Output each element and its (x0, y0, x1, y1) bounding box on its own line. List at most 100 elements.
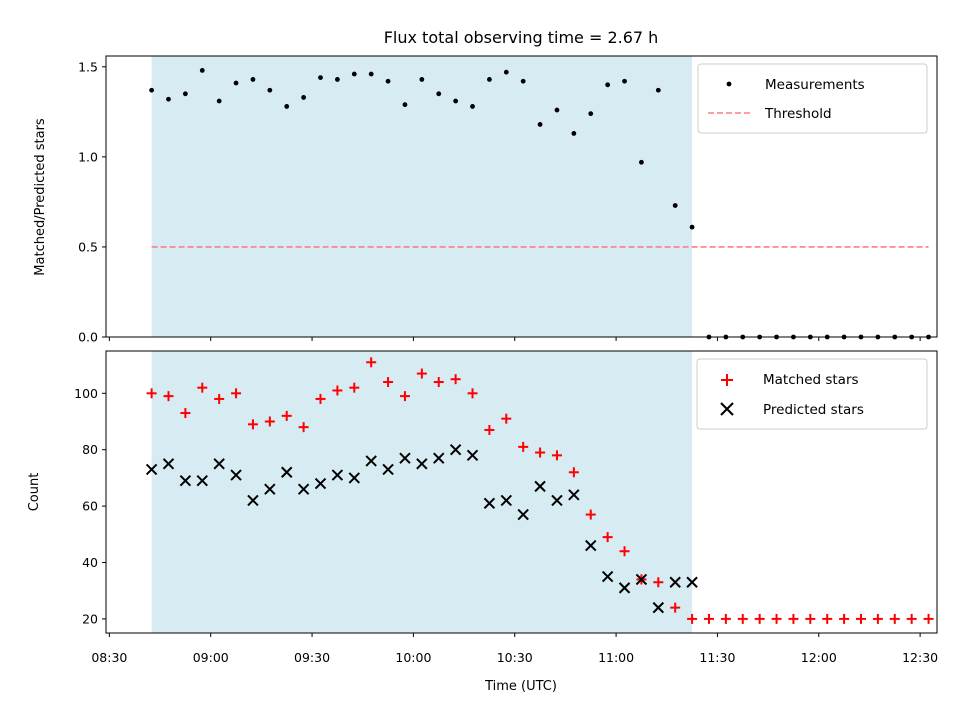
predicted-star-point (551, 494, 563, 507)
matched-star-point (247, 419, 258, 430)
measurement-point (267, 87, 273, 93)
measurement-point (639, 159, 644, 165)
matched-star-point (551, 450, 562, 461)
matched-star-point (703, 613, 714, 624)
x-tick-label: 10:00 (395, 650, 431, 665)
measurement-point (318, 75, 323, 81)
predicted-star-point (247, 494, 259, 507)
predicted-star-point (314, 477, 327, 490)
predicted-star-point (669, 576, 681, 588)
matched-star-point (298, 422, 309, 433)
predicted-stars-series (145, 443, 698, 614)
measurement-point (334, 77, 340, 82)
predicted-star-point (652, 601, 665, 614)
matched-star-point (450, 374, 461, 385)
matched-star-point (433, 377, 444, 388)
measurement-point (182, 91, 188, 97)
measurement-point (385, 78, 391, 84)
bottom-x-ticks: 08:30 09:00 09:30 10:00 10:30 11:00 11:30 12:00… (91, 633, 938, 665)
top-y-axis-label: Matched/Predicted stars (33, 118, 48, 276)
measurement-point (622, 78, 627, 84)
measurement-point (689, 224, 695, 230)
predicted-star-point (331, 469, 344, 481)
bottom-legend: Matched stars Predicted stars (696, 358, 928, 430)
measurement-point (419, 77, 425, 82)
measurement-point (149, 87, 155, 93)
matched-star-point (281, 410, 292, 421)
measurement-point (301, 95, 307, 100)
matched-star-point (889, 613, 900, 624)
predicted-star-point (466, 449, 479, 462)
matched-star-point (535, 447, 546, 458)
matched-star-point (315, 393, 326, 404)
matched-star-point (332, 385, 343, 396)
predicted-star-point (162, 458, 175, 470)
measurement-point (199, 68, 205, 73)
measurement-point (351, 71, 357, 77)
predicted-star-point (264, 483, 276, 495)
x-tick-label: 12:30 (902, 650, 938, 665)
predicted-star-point (686, 576, 698, 588)
top-panel: 0.0 0.5 1.0 1.5 Matched/Predicted stars Mea… (33, 55, 938, 345)
matched-star-point (906, 613, 917, 624)
x-tick-label: 11:00 (598, 650, 634, 665)
bottom-axes-frame (105, 350, 938, 634)
matched-star-point (163, 391, 174, 402)
matched-star-point (399, 391, 410, 402)
bottom-panel: 20 40 60 80 100 08:30 09:00 09:30 10:00 10:30 11:… (27, 350, 938, 694)
measurement-point (520, 78, 526, 84)
predicted-star-point (365, 455, 377, 467)
bottom-y-axis-label: Count (27, 473, 42, 512)
predicted-star-point (449, 443, 462, 456)
predicted-star-point (635, 573, 648, 586)
predicted-star-point (382, 463, 394, 476)
matched-star-point (754, 613, 765, 624)
measurement-point (453, 98, 459, 104)
matched-star-point (467, 388, 478, 399)
bottom-observing-interval-shade (151, 351, 693, 633)
matched-star-point (771, 613, 782, 624)
top-legend-box (697, 63, 928, 134)
measurement-point (233, 80, 239, 86)
top-observing-interval-shade (151, 56, 693, 337)
matched-star-point (146, 388, 157, 399)
measurement-point (554, 107, 560, 113)
predicted-star-point (297, 483, 310, 495)
matched-star-point (670, 602, 681, 613)
measurement-point (284, 104, 290, 109)
predicted-star-point (500, 494, 513, 507)
measurement-point (166, 96, 171, 102)
top-y-tick-label: 1.0 (78, 149, 98, 164)
matched-star-point (518, 441, 529, 452)
predicted-stars-legend-marker (720, 402, 734, 416)
predicted-stars-legend-label: Predicted stars (763, 402, 864, 418)
matched-star-point (737, 613, 748, 624)
x-tick-label: 09:00 (193, 650, 229, 665)
predicted-star-point (213, 458, 225, 470)
bottom-legend-box (696, 358, 928, 430)
matched-star-point (416, 368, 427, 379)
matched-star-point (484, 424, 495, 435)
predicted-star-point (281, 466, 293, 478)
top-y-ticks: 0.0 0.5 1.0 1.5 (78, 59, 106, 345)
matched-star-point (687, 613, 698, 624)
measurement-point (672, 203, 678, 208)
matched-stars-legend-marker (721, 374, 733, 386)
matched-star-point (214, 393, 225, 404)
predicted-star-point (196, 475, 208, 487)
predicted-star-point (517, 508, 529, 521)
bot-y-tick-label: 40 (82, 555, 98, 570)
matched-star-point (180, 408, 191, 419)
matched-star-point (501, 413, 512, 424)
chart-title: Flux total observing time = 2.67 h (384, 28, 659, 47)
bottom-y-ticks: 20 40 60 80 100 (74, 386, 106, 626)
matched-star-point (366, 357, 377, 368)
predicted-star-point (601, 570, 614, 583)
measurement-point (250, 77, 256, 82)
matched-star-point (585, 509, 596, 520)
matched-stars-legend-label: Matched stars (763, 372, 859, 388)
x-tick-label: 08:30 (91, 650, 127, 665)
matched-star-point (822, 613, 833, 624)
measurement-point (503, 69, 509, 75)
measurement-point (470, 104, 475, 109)
